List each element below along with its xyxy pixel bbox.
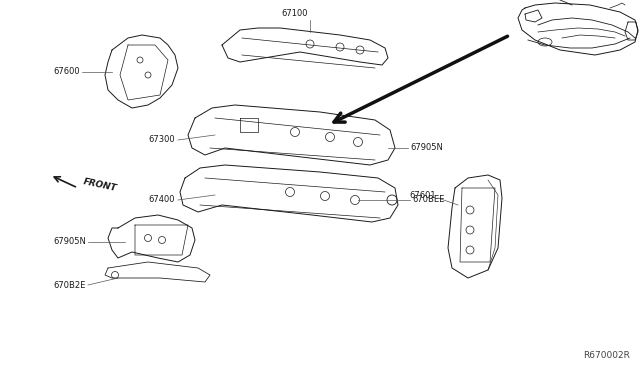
Text: FRONT: FRONT (82, 177, 117, 193)
Text: R670002R: R670002R (583, 351, 630, 360)
Text: 67905N: 67905N (410, 144, 443, 153)
Text: 67100: 67100 (282, 9, 308, 18)
Text: 67601: 67601 (410, 192, 436, 201)
Text: 670B2E: 670B2E (54, 282, 86, 291)
Text: 670BEE: 670BEE (412, 196, 444, 205)
Text: 67300: 67300 (148, 135, 175, 144)
Text: 67400: 67400 (148, 196, 175, 205)
Text: 67905N: 67905N (53, 237, 86, 247)
Text: 67600: 67600 (53, 67, 80, 77)
